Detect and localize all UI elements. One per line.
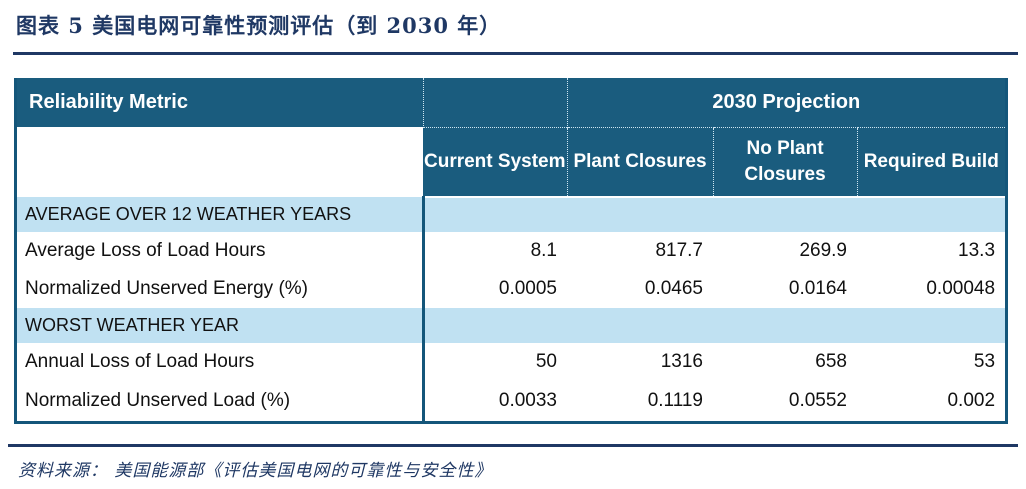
value-cell: 658 <box>713 343 857 381</box>
header-current-system: Current System <box>423 126 567 198</box>
value-cell: 0.0033 <box>423 381 567 421</box>
header-plant-closures: Plant Closures <box>566 126 713 198</box>
header-spacer-cell <box>423 78 568 127</box>
header-no-plant-closures: No Plant Closures <box>712 126 857 198</box>
header-2030-projection: 2030 Projection <box>567 78 1006 127</box>
section-fill <box>423 308 1006 343</box>
reliability-table-container: Reliability Metric 2030 Projection Curre… <box>14 78 1008 424</box>
source-divider-rule <box>8 444 1018 447</box>
value-cell: 0.0465 <box>567 270 713 308</box>
value-cell: 1316 <box>567 343 713 381</box>
section-label: WORST WEATHER YEAR <box>17 308 425 343</box>
value-cell: 0.0005 <box>423 270 567 308</box>
section-row-worst: WORST WEATHER YEAR <box>17 308 1006 343</box>
figure-title: 图表 5 美国电网可靠性预测评估（到 2030 年） <box>16 13 502 38</box>
section-fill <box>423 197 1006 232</box>
value-cell: 0.0164 <box>713 270 857 308</box>
value-cell: 0.1119 <box>567 381 713 421</box>
table-row: Normalized Unserved Energy (%) 0.0005 0.… <box>17 270 1006 308</box>
table-row: Average Loss of Load Hours 8.1 817.7 269… <box>17 232 1006 270</box>
value-cell: 0.0552 <box>713 381 857 421</box>
table-row: Normalized Unserved Load (%) 0.0033 0.11… <box>17 381 1006 421</box>
section-row-average: AVERAGE OVER 12 WEATHER YEARS <box>17 197 1006 232</box>
section-label: AVERAGE OVER 12 WEATHER YEARS <box>17 197 425 232</box>
metric-label: Normalized Unserved Energy (%) <box>17 270 425 308</box>
metric-label: Normalized Unserved Load (%) <box>17 381 425 421</box>
metric-label: Annual Loss of Load Hours <box>17 343 425 381</box>
header-row-columns: Current System Plant Closures No Plant C… <box>17 126 1006 198</box>
value-cell: 269.9 <box>713 232 857 270</box>
metric-label: Average Loss of Load Hours <box>17 232 425 270</box>
value-cell: 8.1 <box>423 232 567 270</box>
value-cell: 13.3 <box>857 232 1006 270</box>
reliability-table: Reliability Metric 2030 Projection Curre… <box>17 78 1006 421</box>
header-reliability-metric: Reliability Metric <box>17 78 424 127</box>
title-divider-rule <box>13 52 1018 55</box>
value-cell: 817.7 <box>567 232 713 270</box>
value-cell: 53 <box>857 343 1006 381</box>
table-row: Annual Loss of Load Hours 50 1316 658 53 <box>17 343 1006 381</box>
value-cell: 0.002 <box>857 381 1006 421</box>
header-blank-corner <box>17 127 423 197</box>
header-required-build: Required Build <box>856 126 1006 198</box>
header-row-top: Reliability Metric 2030 Projection <box>17 78 1006 127</box>
value-cell: 0.00048 <box>857 270 1006 308</box>
value-cell: 50 <box>423 343 567 381</box>
source-note: 资料来源： 美国能源部《评估美国电网的可靠性与安全性》 <box>18 461 493 481</box>
